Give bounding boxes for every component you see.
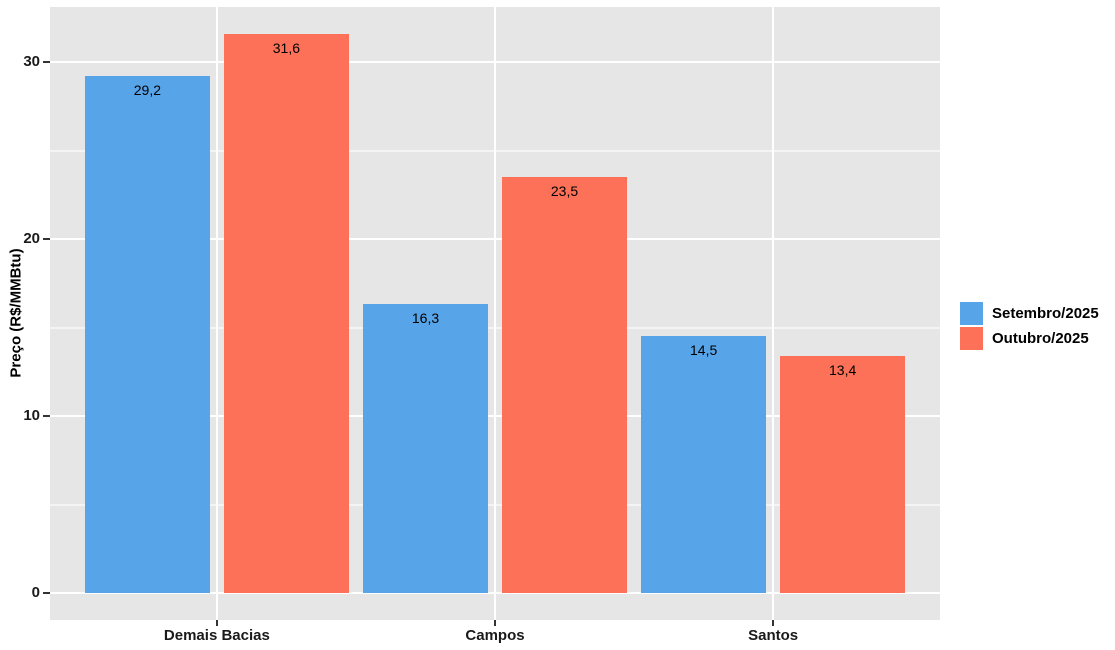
bar-value-label: 31,6: [272, 39, 300, 56]
bar-setembro-2025-santos: [641, 336, 767, 593]
legend-swatch-setembro-2025: [960, 302, 983, 325]
bar-value-label: 13,4: [829, 361, 857, 378]
legend-item-setembro-2025: Setembro/2025: [960, 302, 1099, 325]
legend-label: Outubro/2025: [992, 330, 1089, 347]
bar-outubro-2025-santos: [780, 355, 906, 593]
bar-value-label: 29,2: [133, 82, 161, 99]
y-tick-label: 10: [23, 407, 40, 424]
bar-setembro-2025-campos: [363, 304, 488, 593]
legend-item-outubro-2025: Outubro/2025: [960, 327, 1099, 350]
y-tick-label: 0: [31, 584, 40, 601]
legend-swatch-outubro-2025: [960, 327, 983, 350]
bar-value-label: 23,5: [550, 183, 579, 200]
x-tick-label-santos: Santos: [748, 627, 799, 644]
y-tick-mark: [43, 592, 50, 594]
bar-value-label: 14,5: [690, 342, 718, 359]
gridline-vertical: [215, 7, 218, 620]
x-tick-label-demais-bacias: Demais Bacias: [163, 627, 270, 644]
x-tick-mark: [494, 620, 496, 626]
x-tick-mark: [215, 620, 218, 626]
y-axis-title: Preço (R$/MMBtu): [7, 248, 25, 378]
y-tick-mark: [43, 61, 50, 63]
bar-outubro-2025-campos: [502, 177, 627, 593]
x-tick-mark: [772, 620, 775, 626]
bar-value-label: 16,3: [411, 310, 440, 327]
bar-setembro-2025-demais-bacias: [84, 76, 210, 593]
y-tick-mark: [43, 415, 50, 417]
y-tick-mark: [43, 238, 50, 240]
y-tick-label: 30: [23, 53, 40, 70]
gridline-vertical: [772, 7, 775, 620]
gridline-vertical: [494, 7, 496, 620]
legend-label: Setembro/2025: [992, 305, 1099, 322]
y-tick-label: 20: [23, 230, 40, 247]
x-tick-label-campos: Campos: [465, 627, 525, 644]
legend: Setembro/2025 Outubro/2025: [960, 302, 1099, 350]
bar-outubro-2025-demais-bacias: [223, 33, 349, 593]
